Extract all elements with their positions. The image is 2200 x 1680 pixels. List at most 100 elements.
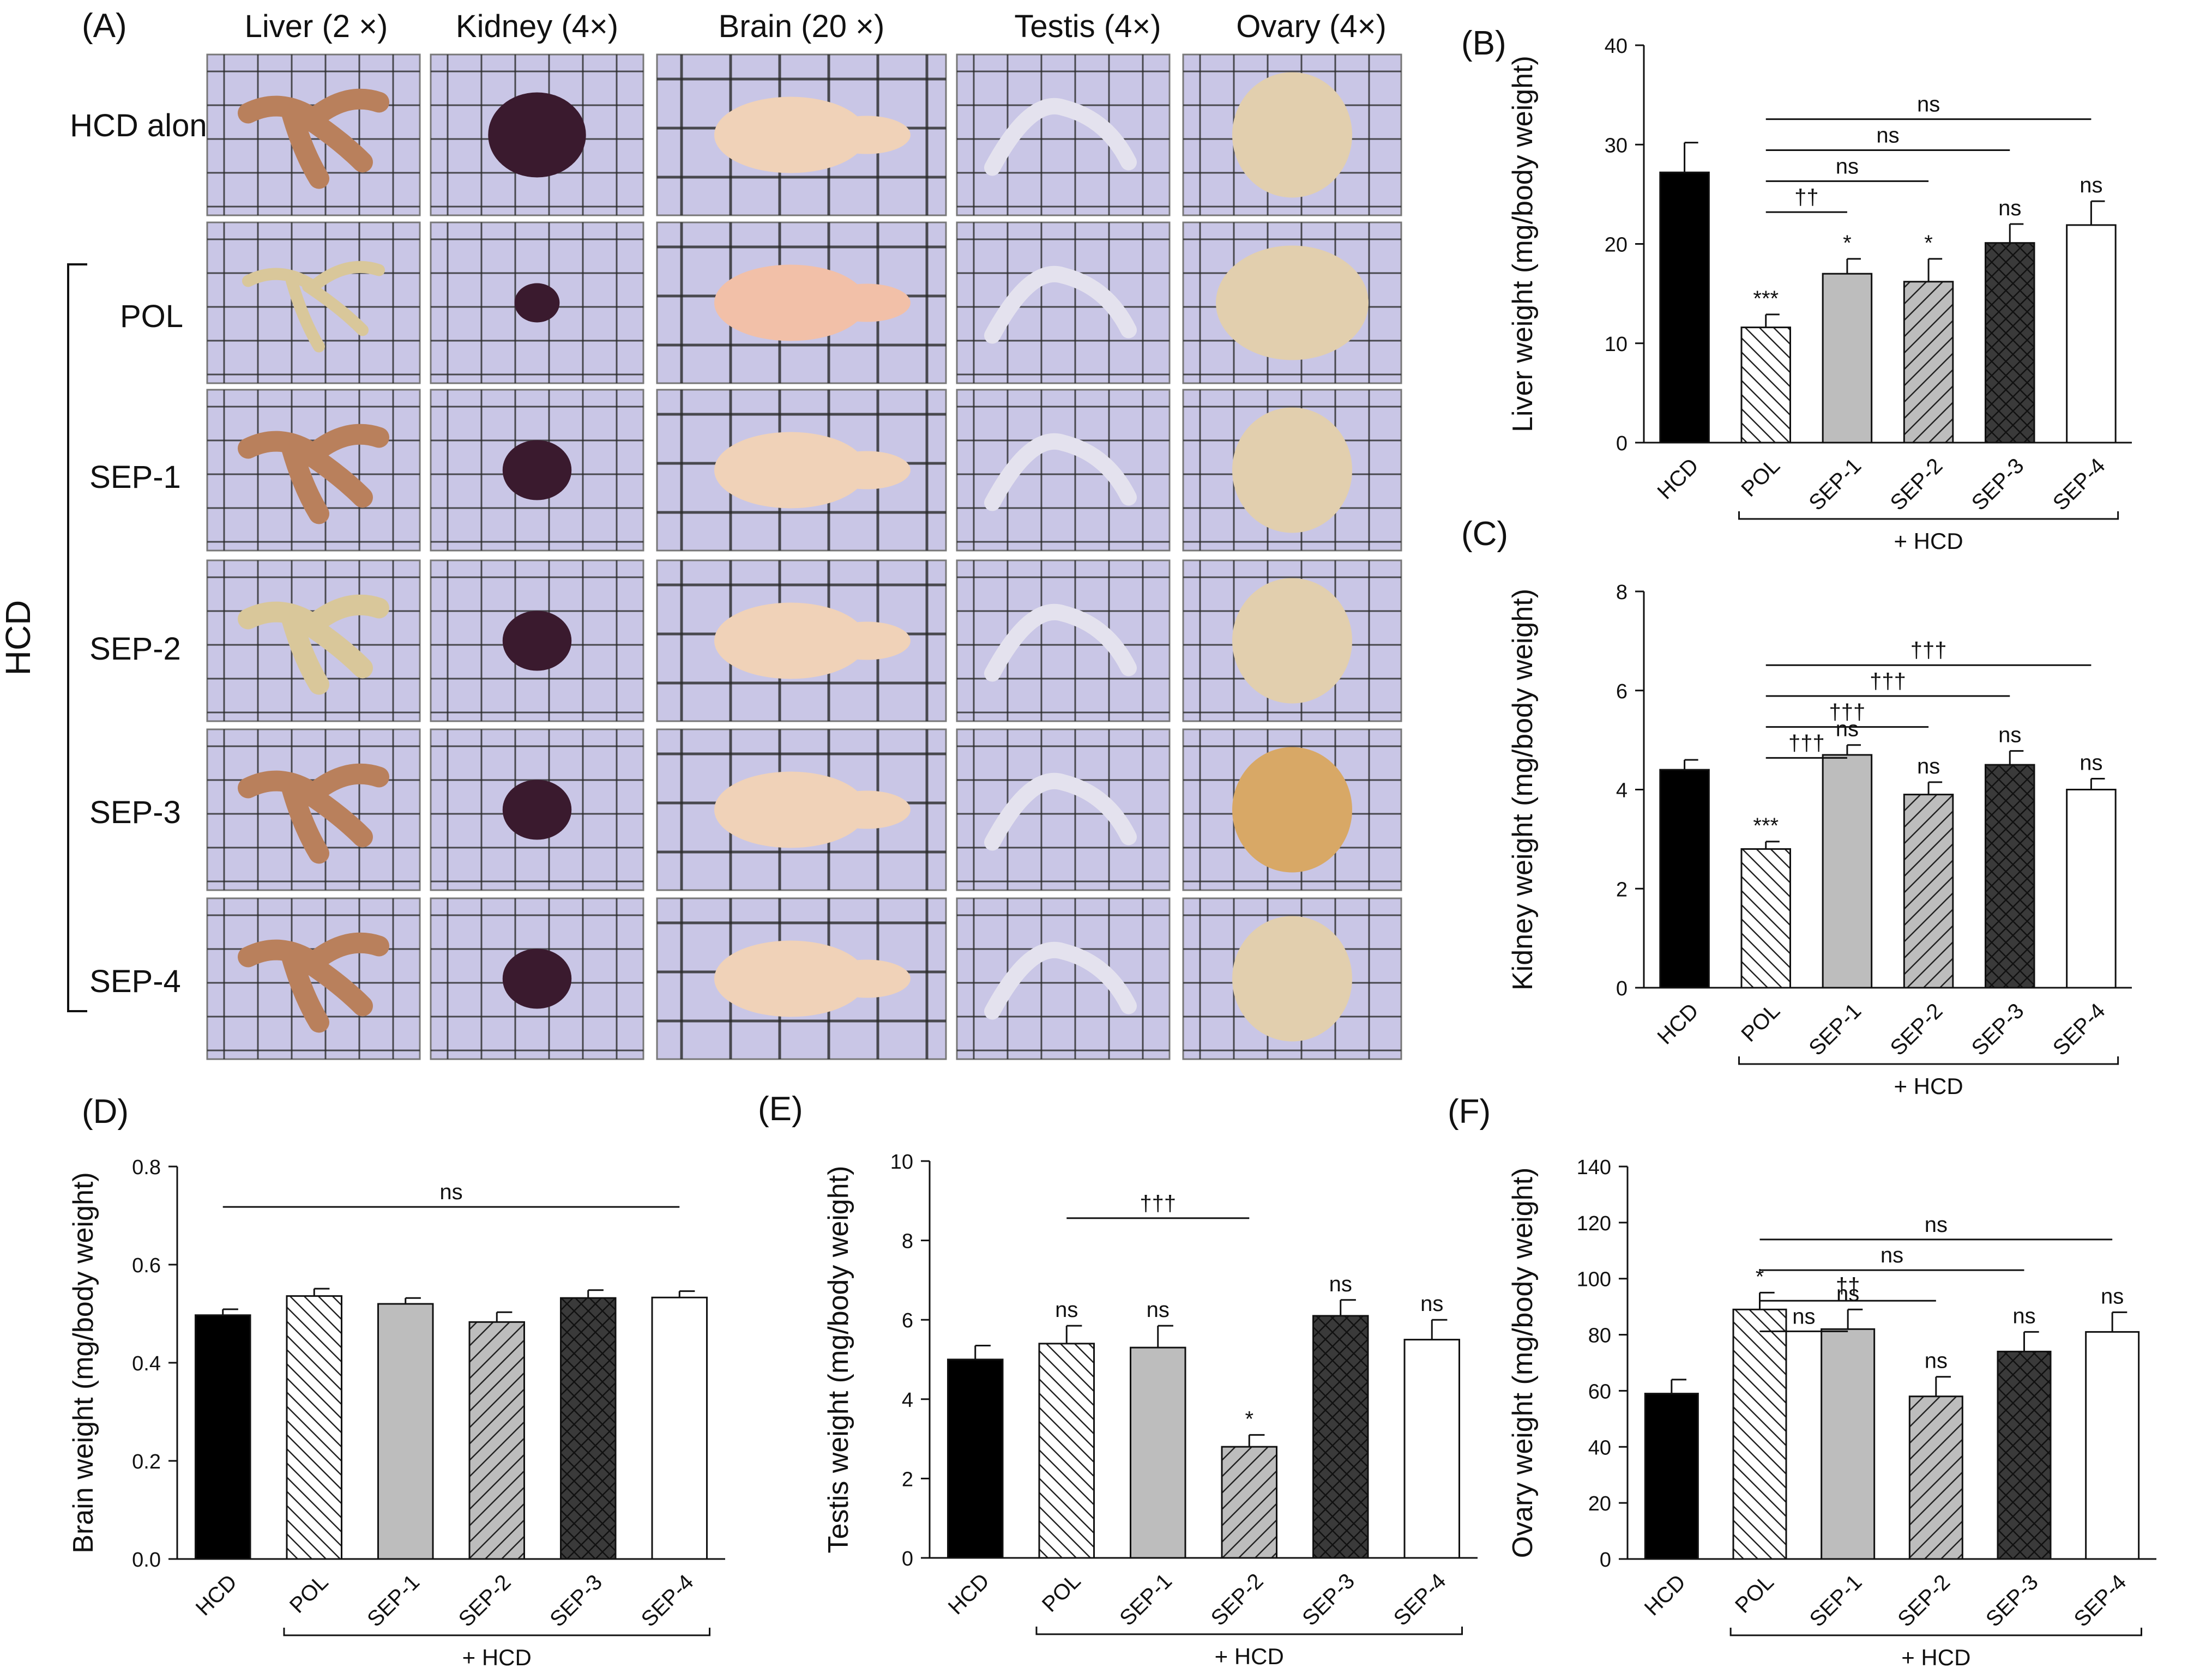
photo-ovary-pol <box>1182 221 1402 384</box>
photo-liver-pol <box>206 221 421 384</box>
y-tick-label: 10 <box>1605 333 1628 356</box>
bar-sep-3 <box>1312 1315 1369 1559</box>
y-tick-label: 60 <box>1588 1380 1611 1403</box>
kidney-tissue <box>502 948 572 1009</box>
y-tick-label: 140 <box>1577 1156 1611 1179</box>
y-tick-label: 80 <box>1588 1325 1611 1347</box>
ovary-tissue <box>1232 747 1352 873</box>
photo-brain-sep3 <box>656 728 947 891</box>
comparison-label: ns <box>1925 1213 1948 1237</box>
kidney-tissue <box>502 440 572 500</box>
y-tick-label: 0.6 <box>132 1254 161 1277</box>
photo-ovary-sep2 <box>1182 559 1402 722</box>
photo-background <box>956 389 1171 552</box>
grid-lines <box>207 55 420 215</box>
x-tick-label: HCD <box>944 1569 994 1619</box>
group-bracket <box>1738 511 2119 520</box>
photo-ovary-hcd <box>1182 53 1402 216</box>
brain-stem <box>823 116 911 154</box>
y-tick-label: 0.0 <box>132 1549 161 1572</box>
photo-kidney-pol <box>430 221 644 384</box>
chart-d-ylabel: Brain weight (mg/body weight) <box>68 1172 99 1553</box>
y-tick-label: 4 <box>1616 779 1628 802</box>
photo-brain-sep1 <box>656 389 947 552</box>
x-tick-label: SEP-2 <box>1893 1570 1955 1631</box>
x-tick-label: POL <box>1038 1569 1086 1617</box>
x-tick-label: POL <box>1731 1570 1779 1618</box>
column-header-brain: Brain (20 ×) <box>719 9 885 44</box>
comparison-label: ns <box>1836 154 1859 178</box>
bar-sep-2 <box>1221 1446 1277 1559</box>
liver-tissue <box>238 88 389 189</box>
liver-tissue <box>238 932 389 1033</box>
significance-label: * <box>1924 231 1933 255</box>
photo-liver-sep4 <box>206 897 421 1060</box>
bar-sep-2 <box>468 1321 525 1560</box>
photo-background <box>206 389 421 552</box>
chart-d: (D) Brain weight (mg/body weight) 0.0 0.2 0.… <box>68 1093 725 1670</box>
brain-tissue <box>714 432 867 509</box>
photo-testis-hcd <box>956 53 1171 216</box>
testis-tissue <box>984 265 1137 344</box>
x-tick-label: POL <box>285 1570 333 1618</box>
x-tick-label: SEP-1 <box>1805 1570 1867 1631</box>
significance-label: ns <box>1925 1349 1948 1373</box>
brain-stem <box>823 621 911 660</box>
comparison-label: †† <box>1794 185 1819 209</box>
comparison-label: ††† <box>1870 669 1906 693</box>
y-tick-label: 6 <box>1616 680 1628 703</box>
x-tick-label: HCD <box>191 1570 242 1620</box>
group-bracket <box>283 1628 711 1636</box>
kidney-tissue <box>502 779 572 840</box>
bar-pol <box>1038 1343 1095 1559</box>
significance-label: *** <box>1753 814 1779 838</box>
ovary-tissue <box>1216 245 1369 360</box>
comparison-label: ns <box>1917 93 1940 117</box>
y-tick-label: 30 <box>1605 134 1628 157</box>
bar-sep-4 <box>2066 224 2117 444</box>
row-label-sep4: SEP-4 <box>89 964 181 999</box>
photo-ovary-sep4 <box>1182 897 1402 1060</box>
photo-kidney-hcd <box>430 53 644 216</box>
x-tick-label: POL <box>1737 454 1785 501</box>
photo-kidney-sep3 <box>430 728 644 891</box>
group-bracket <box>67 263 87 1012</box>
column-header-testis: Testis (4×) <box>1014 9 1161 44</box>
photo-background <box>956 897 1171 1060</box>
y-tick-label: 100 <box>1577 1268 1611 1291</box>
y-tick-label: 6 <box>902 1309 913 1332</box>
group-label: HCD <box>0 600 38 676</box>
significance-label: * <box>1843 231 1852 255</box>
chart-d-panel-label: (D) <box>82 1093 129 1131</box>
y-tick-label: 0.4 <box>132 1352 161 1375</box>
row-labels: HCD alone POL SEP-1 SEP-2 SEP-3 SEP-4 <box>70 108 225 999</box>
liver-tissue <box>242 261 385 353</box>
chart-f-panel-label: (F) <box>1448 1093 1491 1131</box>
photo-liver-hcd <box>206 53 421 216</box>
significance-label: * <box>1756 1265 1764 1289</box>
photo-background <box>206 53 421 216</box>
x-tick-label: SEP-4 <box>2070 1570 2131 1631</box>
photo-testis-sep4 <box>956 897 1171 1060</box>
brain-tissue <box>714 940 867 1017</box>
significance-label: ns <box>2012 1304 2035 1328</box>
column-header-liver: Liver (2 ×) <box>245 9 388 44</box>
panel-a: (A) Liver (2 ×) Kidney (4×) Brain (20 ×)… <box>0 7 1402 1060</box>
bar-sep-2 <box>1908 1395 1963 1560</box>
photo-kidney-sep2 <box>430 559 644 722</box>
group-bracket <box>1035 1627 1463 1635</box>
y-tick-label: 0 <box>1616 432 1628 455</box>
bar-sep-2 <box>1903 281 1954 444</box>
brain-tissue <box>714 264 867 341</box>
row-label-hcd: HCD alone <box>70 108 225 143</box>
chart-e-ylabel: Testis weight (mg/body weight) <box>823 1166 854 1554</box>
x-tick-label: SEP-4 <box>2048 454 2110 515</box>
chart-c-panel-label: (C) <box>1461 515 1508 553</box>
photo-background <box>956 53 1171 216</box>
group-label: + HCD <box>1894 528 1963 554</box>
ovary-tissue <box>1232 578 1352 704</box>
group-label: + HCD <box>1215 1643 1284 1669</box>
bar-sep-4 <box>651 1296 708 1560</box>
bar-pol <box>1740 327 1791 444</box>
